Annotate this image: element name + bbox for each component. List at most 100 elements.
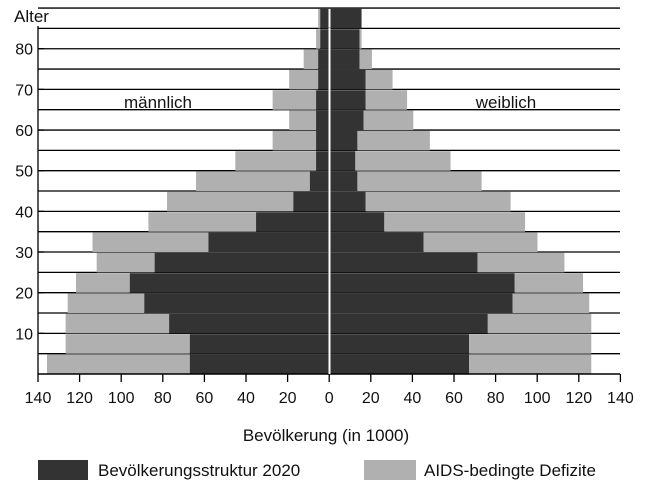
bar-male-aids-deficit xyxy=(272,90,317,110)
bar-female-population xyxy=(330,252,478,273)
female-label: weiblich xyxy=(475,93,536,112)
axes-group: 10 20 30 40 50 60 70 80 140 120 100 80 60 40 20 0 20 40 60… xyxy=(15,26,634,407)
bar-female-aids-deficit xyxy=(359,49,372,70)
bar-female-aids-deficit xyxy=(365,191,511,212)
bar-female-population xyxy=(330,212,385,232)
x-tick-label: 40 xyxy=(404,390,422,407)
bar-male-aids-deficit xyxy=(318,8,321,29)
bar-male-population xyxy=(316,151,329,171)
bar-male-population xyxy=(316,130,329,151)
bar-female-population xyxy=(330,29,360,49)
bar-female-aids-deficit xyxy=(384,212,526,232)
bar-male-aids-deficit xyxy=(96,252,155,273)
bar-female-population xyxy=(330,49,360,70)
bar-male-population xyxy=(320,29,329,49)
bar-female-aids-deficit xyxy=(359,29,362,49)
bar-male-population xyxy=(154,252,329,273)
y-tick-label: 80 xyxy=(15,42,33,59)
x-tick-label: 140 xyxy=(25,390,52,407)
y-tick-label: 50 xyxy=(15,164,33,181)
legend-label-population: Bevölkerungsstruktur 2020 xyxy=(98,461,300,480)
bar-female-population xyxy=(330,313,488,334)
bar-female-aids-deficit xyxy=(363,110,414,131)
bar-male-aids-deficit xyxy=(316,29,321,49)
bar-female-aids-deficit xyxy=(357,130,430,151)
bar-female-aids-deficit xyxy=(355,151,451,171)
x-axis-title: Bevölkerung (in 1000) xyxy=(243,426,409,445)
x-tick-label: 40 xyxy=(237,390,255,407)
x-tick-label: 80 xyxy=(487,390,505,407)
bar-male-aids-deficit xyxy=(67,293,145,314)
bar-male-aids-deficit xyxy=(65,334,190,354)
bar-female-population xyxy=(330,293,513,314)
bar-female-aids-deficit xyxy=(477,252,565,273)
bar-male-population xyxy=(318,49,329,70)
bar-male-aids-deficit xyxy=(46,354,190,374)
legend-swatch-aids-deficit xyxy=(364,460,416,480)
center-divider xyxy=(328,28,331,374)
bar-female-population xyxy=(330,334,470,354)
male-label: männlich xyxy=(124,93,192,112)
legend-swatch-population xyxy=(38,460,88,480)
bar-male-population xyxy=(316,90,329,110)
bar-male-aids-deficit xyxy=(148,212,257,232)
bar-female-population xyxy=(330,232,424,253)
bar-male-aids-deficit xyxy=(75,273,130,293)
bar-male-population xyxy=(293,191,329,212)
bar-male-population xyxy=(309,171,329,192)
y-tick-label: 20 xyxy=(15,286,33,303)
bar-female-population xyxy=(330,354,470,374)
bar-female-aids-deficit xyxy=(512,293,590,314)
bar-female-population xyxy=(330,110,364,131)
bar-female-population xyxy=(330,69,366,90)
y-tick-label: 40 xyxy=(15,204,33,221)
bar-female-aids-deficit xyxy=(487,313,592,334)
bar-female-aids-deficit xyxy=(469,354,592,374)
x-tick-label: 120 xyxy=(66,390,93,407)
x-tick-label: 100 xyxy=(108,390,135,407)
x-tick-label: 0 xyxy=(325,390,334,407)
bar-male-aids-deficit xyxy=(303,49,319,70)
bar-female-aids-deficit xyxy=(365,69,393,90)
bar-male-aids-deficit xyxy=(65,313,170,334)
y-tick-label: 70 xyxy=(15,82,33,99)
legend-label-aids-deficit: AIDS-bedingte Defizite xyxy=(424,461,596,480)
bar-female-aids-deficit xyxy=(514,273,584,293)
bar-female-aids-deficit xyxy=(469,334,592,354)
bar-male-aids-deficit xyxy=(289,69,319,90)
bar-male-population xyxy=(169,313,329,334)
bar-female-aids-deficit xyxy=(423,232,538,253)
bar-male-population xyxy=(189,334,329,354)
bar-male-population xyxy=(129,273,329,293)
bar-female-population xyxy=(330,8,362,29)
bar-female-population xyxy=(330,273,515,293)
bar-male-aids-deficit xyxy=(196,171,310,192)
y-tick-label: 60 xyxy=(15,123,33,140)
bar-female-population xyxy=(330,130,358,151)
bar-female-population xyxy=(330,151,356,171)
x-tick-label: 120 xyxy=(565,390,592,407)
x-tick-label: 20 xyxy=(279,390,297,407)
y-tick-label: 10 xyxy=(15,326,33,343)
bar-male-aids-deficit xyxy=(289,110,317,131)
bar-male-aids-deficit xyxy=(92,232,209,253)
y-tick-label: 30 xyxy=(15,245,33,262)
bar-male-population xyxy=(144,293,329,314)
x-tick-label: 60 xyxy=(196,390,214,407)
bar-male-aids-deficit xyxy=(235,151,317,171)
bar-female-aids-deficit xyxy=(357,171,482,192)
x-tick-label: 100 xyxy=(524,390,551,407)
x-tick-label: 140 xyxy=(607,390,634,407)
bar-female-population xyxy=(330,171,358,192)
bar-male-aids-deficit xyxy=(167,191,294,212)
bar-female-population xyxy=(330,191,366,212)
bar-male-population xyxy=(256,212,329,232)
x-tick-label: 20 xyxy=(362,390,380,407)
bar-male-population xyxy=(320,8,329,29)
bar-male-population xyxy=(208,232,329,253)
bar-female-population xyxy=(330,90,366,110)
x-tick-label: 60 xyxy=(445,390,463,407)
bar-female-aids-deficit xyxy=(365,90,408,110)
bar-male-population xyxy=(189,354,329,374)
